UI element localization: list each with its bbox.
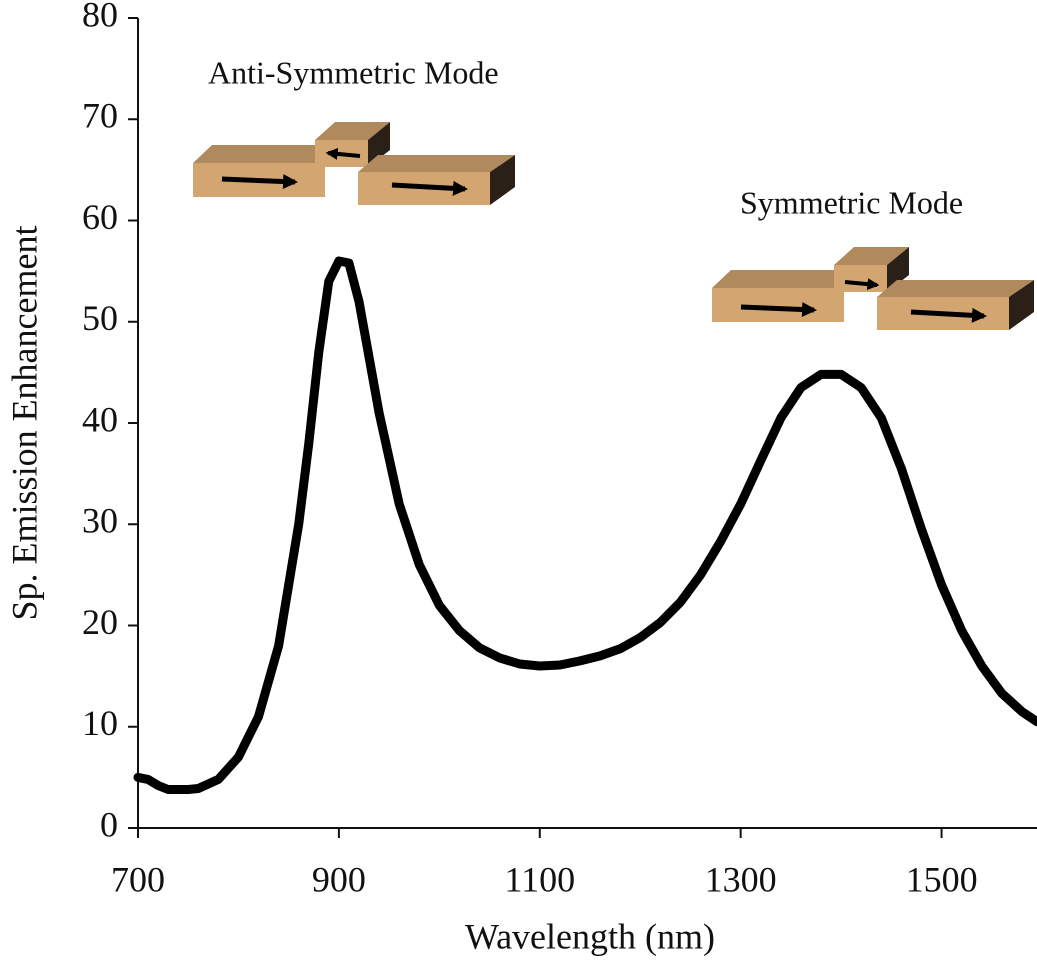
y-tick-label: 20	[82, 602, 118, 642]
y-tick-label: 0	[100, 804, 118, 844]
y-axis-label: Sp. Emission Enhancement	[4, 226, 44, 621]
data-line	[133, 256, 1037, 794]
x-tick-label: 900	[312, 859, 366, 899]
y-tick-label: 80	[82, 0, 118, 34]
y-tick-label: 70	[82, 96, 118, 136]
annotation: Anti-Symmetric Mode	[208, 54, 499, 90]
annotation: Symmetric Mode	[740, 184, 963, 220]
y-tick-label: 30	[82, 501, 118, 541]
x-tick-label: 1300	[705, 859, 777, 899]
x-axis-label: Wavelength (nm)	[465, 916, 715, 956]
antisymmetric-illustration	[193, 122, 515, 205]
y-tick-label: 60	[82, 197, 118, 237]
symmetric-illustration	[712, 247, 1034, 330]
x-tick-label: 1500	[906, 859, 978, 899]
y-tick-label: 40	[82, 399, 118, 439]
x-tick-label: 1100	[504, 859, 575, 899]
y-tick-label: 50	[82, 298, 118, 338]
y-tick-label: 10	[82, 703, 118, 743]
x-tick-label: 700	[111, 859, 165, 899]
